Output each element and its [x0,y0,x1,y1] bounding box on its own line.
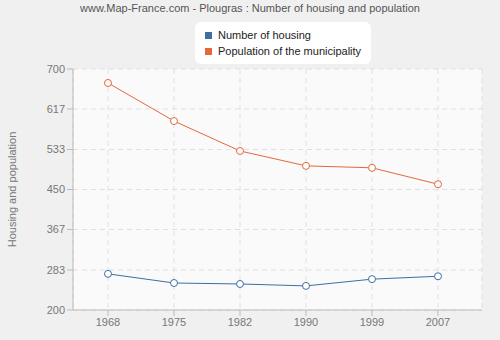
svg-text:2007: 2007 [426,316,450,328]
svg-text:700: 700 [47,63,65,75]
svg-text:1990: 1990 [294,316,318,328]
svg-text:1968: 1968 [96,316,120,328]
svg-text:Housing and population: Housing and population [8,132,18,248]
svg-text:450: 450 [47,183,65,195]
svg-text:1975: 1975 [162,316,186,328]
svg-text:617: 617 [47,103,65,115]
svg-text:533: 533 [47,143,65,155]
svg-text:283: 283 [47,264,65,276]
svg-text:1982: 1982 [228,316,252,328]
svg-text:367: 367 [47,223,65,235]
svg-text:200: 200 [47,304,65,316]
html-text:Population of the municipality: Population of the municipality [218,45,362,57]
html-text:www.Map-France.com - Plougras: www.Map-France.com - Plougras : Number o… [80,2,420,14]
svg-text:1999: 1999 [360,316,384,328]
html-text:Number of housing: Number of housing [218,29,311,41]
